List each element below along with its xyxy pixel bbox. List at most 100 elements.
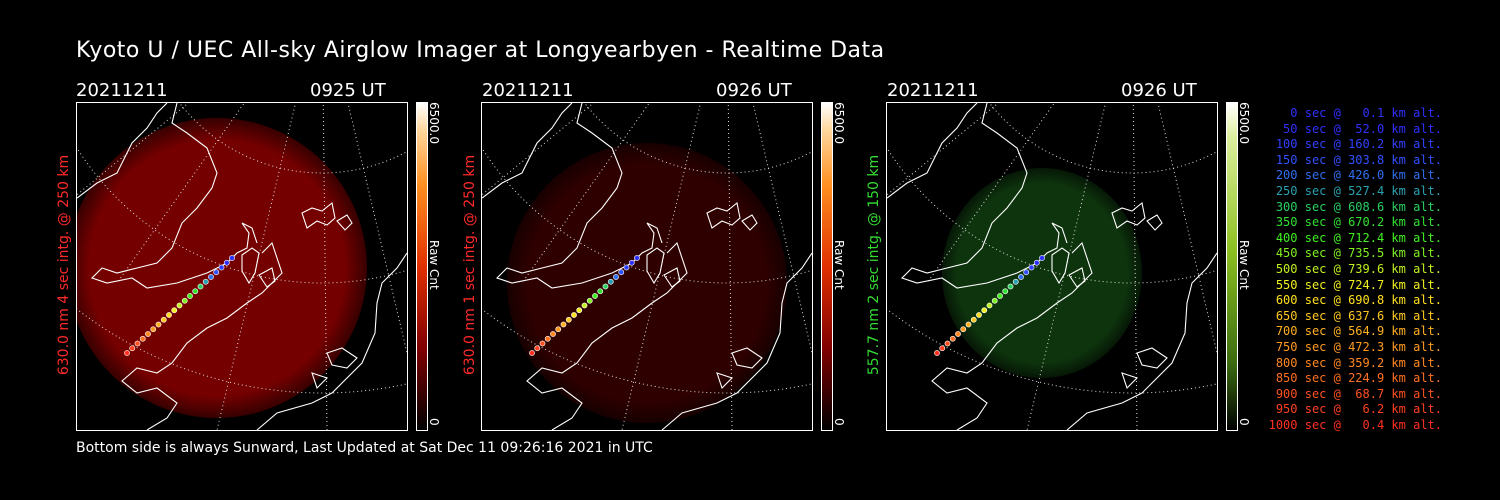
trajectory-point: [539, 340, 546, 347]
grid-line: [216, 103, 297, 430]
legend-row: 50 sec @ 52.0 km alt.: [1268, 121, 1442, 136]
panel-2-cbar-min: 0: [832, 418, 846, 426]
page-title: Kyoto U / UEC All-sky Airglow Imager at …: [76, 38, 885, 63]
panel-3-cbar-max: 6500.0: [1237, 102, 1251, 144]
grid-line: [727, 103, 733, 430]
panel-2-side-label: 630.0 nm 1 sec intg. @ 250 km: [462, 154, 478, 376]
trajectory-point: [934, 350, 940, 356]
trajectory-point: [134, 340, 141, 347]
trajectory-point: [124, 350, 130, 356]
panel-1-date: 20211211: [76, 80, 168, 101]
legend-row: 600 sec @ 690.8 km alt.: [1268, 293, 1442, 308]
legend-row: 950 sec @ 6.2 km alt.: [1268, 402, 1442, 417]
legend-row: 400 sec @ 712.4 km alt.: [1268, 230, 1442, 245]
island: [706, 202, 741, 229]
trajectory-point: [970, 316, 977, 323]
island: [258, 267, 276, 288]
trajectory-point: [197, 283, 204, 290]
footer-status: Bottom side is always Sunward, Last Upda…: [76, 440, 653, 456]
island: [663, 267, 681, 288]
trajectory-point: [529, 350, 535, 356]
trajectory-point: [602, 283, 609, 290]
panel-1-cbar-min: 0: [427, 418, 441, 426]
trajectory-point: [560, 321, 567, 328]
panel-2-colorbar: [821, 102, 833, 431]
legend-row: 200 sec @ 426.0 km alt.: [1268, 168, 1442, 183]
trajectory-point: [581, 302, 588, 309]
grid-line: [752, 103, 812, 354]
legend-row: 700 sec @ 564.9 km alt.: [1268, 324, 1442, 339]
legend-row: 850 sec @ 224.9 km alt.: [1268, 371, 1442, 386]
trajectory-point: [160, 316, 167, 323]
panel-2-cbar-max: 6500.0: [832, 102, 846, 144]
trajectory-point: [965, 321, 972, 328]
trajectory-point: [208, 274, 214, 280]
trajectory-point: [166, 312, 172, 318]
grid-line: [1132, 103, 1138, 430]
trajectory-point: [976, 312, 982, 318]
panel-2-date: 20211211: [482, 80, 574, 101]
airglow-disc: [942, 168, 1142, 378]
island: [336, 214, 353, 231]
island: [1111, 202, 1146, 229]
trajectory-point: [129, 345, 136, 352]
trajectory-point: [171, 307, 178, 314]
panel-3-image: [886, 102, 1218, 431]
trajectory-point: [607, 278, 614, 285]
trajectory-point: [213, 269, 220, 276]
trajectory-point: [1007, 283, 1014, 290]
airglow-disc: [507, 143, 787, 423]
trajectory-point: [1039, 255, 1045, 261]
trajectory-point: [192, 288, 199, 295]
legend-row: 100 sec @ 160.2 km alt.: [1268, 137, 1442, 152]
trajectory-point: [939, 345, 946, 352]
trajectory-point: [187, 293, 193, 299]
trajectory-point: [534, 345, 541, 352]
trajectory-point: [145, 331, 151, 337]
trajectory-point: [618, 269, 625, 276]
panel-2-cbar-label: Raw Cnt: [832, 240, 846, 290]
trajectory-point: [955, 331, 961, 337]
trajectory-point: [155, 321, 162, 328]
grid-line: [347, 103, 407, 354]
trajectory-point: [997, 293, 1003, 299]
trajectory-point: [202, 278, 209, 285]
trajectory-point: [571, 312, 577, 318]
trajectory-point: [634, 255, 640, 261]
trajectory-point: [150, 326, 157, 333]
trajectory-point: [555, 326, 562, 333]
trajectory-point: [986, 302, 993, 309]
legend-row: 900 sec @ 68.7 km alt.: [1268, 386, 1442, 401]
trajectory-point: [944, 340, 951, 347]
legend-row: 1000 sec @ 0.4 km alt.: [1268, 417, 1442, 432]
island: [1146, 214, 1163, 231]
panel-2-time: 0926 UT: [716, 80, 792, 101]
trajectory-point: [592, 293, 598, 299]
legend-row: 350 sec @ 670.2 km alt.: [1268, 215, 1442, 230]
panel-1-colorbar: [416, 102, 428, 431]
trajectory-point: [565, 316, 572, 323]
legend-row: 500 sec @ 739.6 km alt.: [1268, 261, 1442, 276]
trajectory-point: [586, 297, 593, 304]
trajectory-point: [218, 264, 225, 271]
panel-1-cbar-label: Raw Cnt: [427, 240, 441, 290]
trajectory-point: [597, 288, 604, 295]
trajectory-point: [623, 264, 630, 271]
trajectory-point: [1028, 264, 1035, 271]
trajectory-point: [544, 335, 551, 342]
legend-row: 300 sec @ 608.6 km alt.: [1268, 199, 1442, 214]
island: [646, 247, 665, 285]
trajectory-point: [628, 259, 635, 266]
trajectory-point: [223, 259, 230, 266]
panel-1-side-label: 630.0 nm 4 sec intg. @ 250 km: [56, 154, 72, 376]
altitude-legend: 0 sec @ 0.1 km alt. 50 sec @ 52.0 km alt…: [1262, 106, 1442, 433]
island: [301, 202, 336, 229]
island: [241, 247, 260, 285]
trajectory-point: [991, 297, 998, 304]
panel-1-image: [76, 102, 408, 431]
panel-1-cbar-max: 6500.0: [427, 102, 441, 144]
panel-1-map: [77, 103, 407, 430]
legend-row: 800 sec @ 359.2 km alt.: [1268, 355, 1442, 370]
grid-line: [1026, 103, 1107, 430]
legend-row: 550 sec @ 724.7 km alt.: [1268, 277, 1442, 292]
